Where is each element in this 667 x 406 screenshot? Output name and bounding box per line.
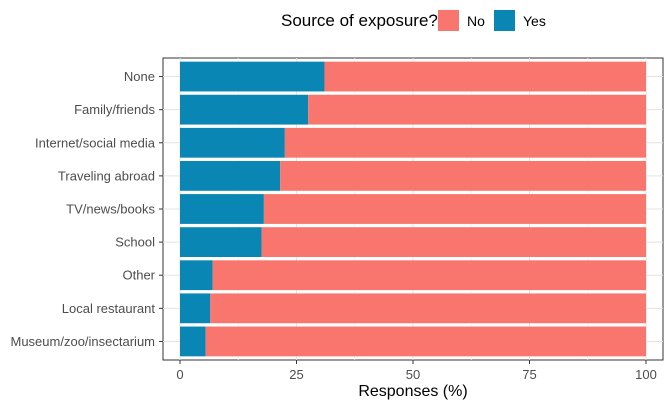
bar-yes-1 <box>180 94 309 125</box>
x-tick-label: 0 <box>176 367 183 382</box>
bar-no-4 <box>263 194 646 224</box>
bar-yes-8 <box>180 326 206 357</box>
bar-yes-4 <box>180 194 264 224</box>
legend-label-no: No <box>467 13 485 29</box>
x-tick-label: 50 <box>406 367 420 382</box>
bar-no-1 <box>308 94 646 125</box>
bar-yes-3 <box>180 160 281 191</box>
legend-title: Source of exposure? <box>281 11 438 30</box>
bar-yes-7 <box>180 293 211 324</box>
bar-no-3 <box>280 160 646 191</box>
bar-yes-6 <box>180 260 213 291</box>
y-tick-label: Family/friends <box>74 102 155 117</box>
bar-yes-0 <box>180 61 325 92</box>
legend-swatch-no <box>438 10 459 31</box>
bar-no-2 <box>284 127 646 158</box>
y-tick-label: Museum/zoo/insectarium <box>11 334 156 349</box>
y-tick-label: Internet/social media <box>35 135 156 150</box>
bar-no-5 <box>261 227 646 258</box>
legend-label-yes: Yes <box>523 13 546 29</box>
bar-no-0 <box>324 61 646 92</box>
x-tick-label: 75 <box>522 367 536 382</box>
y-tick-label: None <box>124 69 155 84</box>
legend: Source of exposure? No Yes <box>281 10 546 31</box>
bar-yes-2 <box>180 127 285 158</box>
bar-no-7 <box>210 293 647 324</box>
y-tick-label: Local restaurant <box>62 301 156 316</box>
bar-layer <box>180 61 647 357</box>
x-tick-label: 100 <box>635 367 657 382</box>
y-tick-label: Other <box>122 268 155 283</box>
bar-no-6 <box>212 260 646 291</box>
y-tick-label: School <box>115 235 155 250</box>
x-axis-title: Responses (%) <box>358 383 467 400</box>
y-tick-label: Traveling abroad <box>58 168 155 183</box>
y-tick-label: TV/news/books <box>66 202 155 217</box>
legend-swatch-yes <box>494 10 515 31</box>
x-tick-label: 25 <box>289 367 303 382</box>
bar-no-8 <box>205 326 646 357</box>
axis-layer: 0 25 50 75 100 None Family/friends Internet/soc… <box>11 69 657 382</box>
bar-yes-5 <box>180 227 262 258</box>
